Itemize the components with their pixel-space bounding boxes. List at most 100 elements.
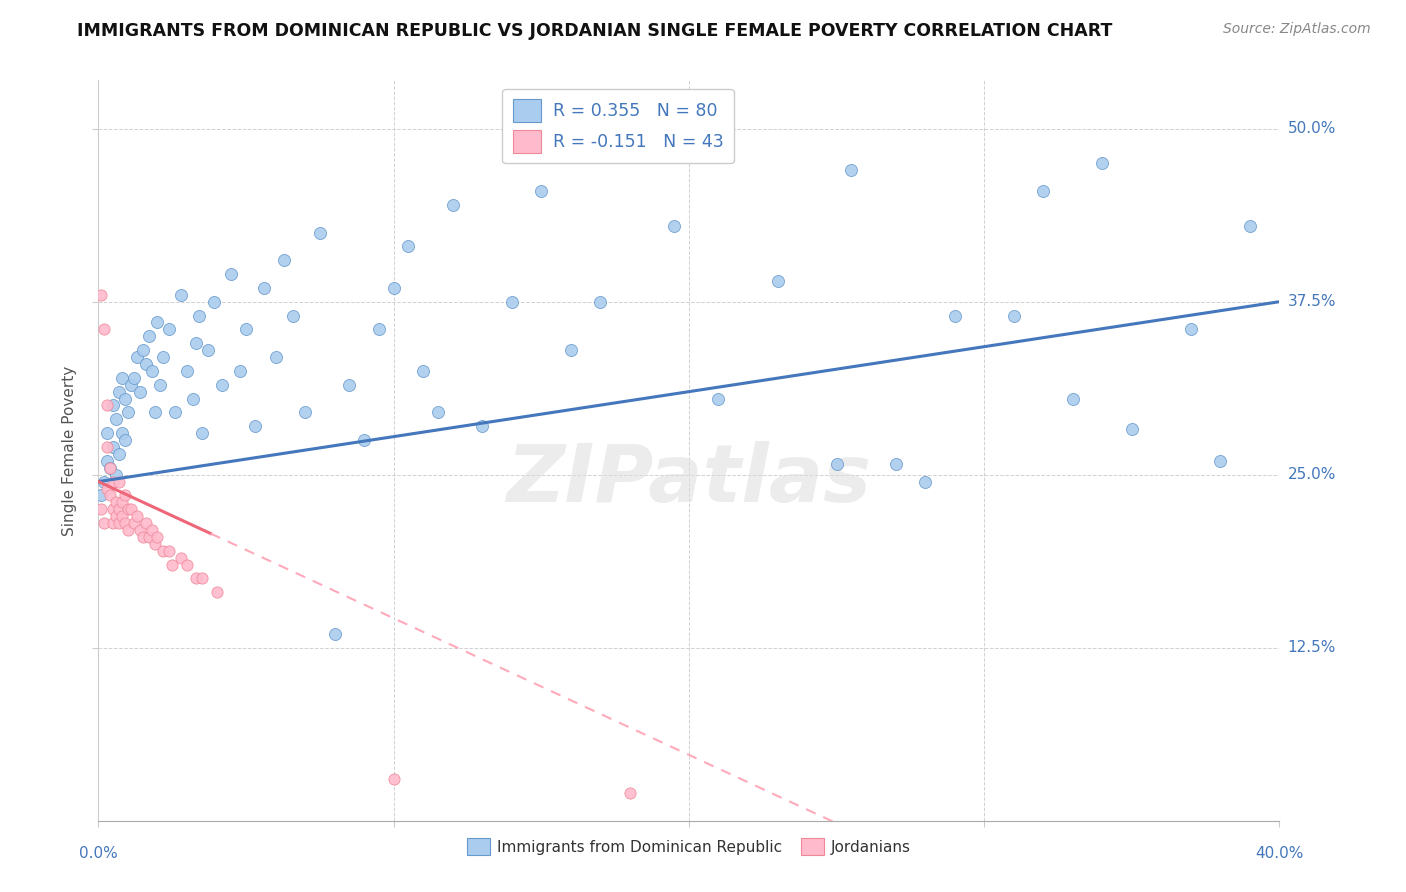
Point xyxy=(146,530,169,544)
Point xyxy=(170,550,193,565)
Point xyxy=(103,475,125,489)
Point xyxy=(1239,219,1261,233)
Point xyxy=(108,384,131,399)
Point xyxy=(339,377,361,392)
Point xyxy=(120,502,142,516)
Point xyxy=(664,219,686,233)
Point xyxy=(221,267,243,281)
Point xyxy=(138,530,160,544)
Point xyxy=(243,419,266,434)
Point xyxy=(103,516,125,530)
Text: 50.0%: 50.0% xyxy=(1288,121,1336,136)
Point xyxy=(90,287,112,301)
Point xyxy=(184,336,207,351)
Point xyxy=(382,281,405,295)
Point xyxy=(105,509,128,524)
Point xyxy=(122,371,145,385)
Point xyxy=(125,350,148,364)
Point xyxy=(157,322,180,336)
Point xyxy=(170,287,193,301)
Point xyxy=(96,399,118,413)
Point xyxy=(1180,322,1202,336)
Point xyxy=(103,502,125,516)
Point xyxy=(141,364,163,378)
Point xyxy=(103,440,125,454)
Point xyxy=(105,467,128,482)
Point xyxy=(187,309,209,323)
Point xyxy=(323,627,346,641)
Point xyxy=(1209,454,1232,468)
Point xyxy=(93,475,115,489)
Point xyxy=(191,572,214,586)
Point xyxy=(619,149,641,163)
Point xyxy=(157,543,180,558)
Point xyxy=(165,405,187,419)
Point xyxy=(117,502,139,516)
Point xyxy=(283,309,305,323)
Point xyxy=(264,350,287,364)
Text: 12.5%: 12.5% xyxy=(1288,640,1336,655)
Point xyxy=(90,502,112,516)
Point xyxy=(382,772,405,786)
Point xyxy=(1032,184,1054,198)
Point xyxy=(120,377,142,392)
Point xyxy=(114,488,136,502)
Point xyxy=(427,405,450,419)
Point xyxy=(1062,392,1084,406)
Point xyxy=(108,516,131,530)
Point xyxy=(825,457,848,471)
Point xyxy=(105,495,128,509)
Text: IMMIGRANTS FROM DOMINICAN REPUBLIC VS JORDANIAN SINGLE FEMALE POVERTY CORRELATIO: IMMIGRANTS FROM DOMINICAN REPUBLIC VS JO… xyxy=(77,22,1112,40)
Point xyxy=(143,405,166,419)
Point xyxy=(235,322,257,336)
Point xyxy=(114,433,136,447)
Point xyxy=(253,281,276,295)
Point xyxy=(108,447,131,461)
Point xyxy=(111,495,134,509)
Point xyxy=(202,294,225,309)
Point xyxy=(117,523,139,537)
Text: 40.0%: 40.0% xyxy=(1256,846,1303,861)
Point xyxy=(943,309,966,323)
Point xyxy=(176,364,198,378)
Point xyxy=(1091,156,1114,170)
Point xyxy=(135,516,157,530)
Point xyxy=(162,558,183,572)
Point xyxy=(108,502,131,516)
Point xyxy=(884,457,907,471)
Text: 0.0%: 0.0% xyxy=(79,846,118,861)
Legend: Immigrants from Dominican Republic, Jordanians: Immigrants from Dominican Republic, Jord… xyxy=(461,832,917,861)
Point xyxy=(273,253,295,268)
Point xyxy=(125,509,148,524)
Point xyxy=(766,274,789,288)
Point xyxy=(501,294,523,309)
Point xyxy=(132,343,155,358)
Point xyxy=(205,585,228,599)
Point xyxy=(211,377,233,392)
Y-axis label: Single Female Poverty: Single Female Poverty xyxy=(62,366,77,535)
Point xyxy=(103,399,125,413)
Point xyxy=(1002,309,1025,323)
Point xyxy=(589,294,612,309)
Point xyxy=(90,488,112,502)
Point xyxy=(441,198,464,212)
Point xyxy=(619,786,641,800)
Point xyxy=(152,350,174,364)
Point xyxy=(197,343,219,358)
Point xyxy=(191,426,214,441)
Point xyxy=(707,392,730,406)
Point xyxy=(146,315,169,329)
Point xyxy=(149,377,172,392)
Point xyxy=(105,412,128,426)
Point xyxy=(309,226,332,240)
Point xyxy=(143,537,166,551)
Point xyxy=(135,357,157,371)
Point xyxy=(530,184,553,198)
Point xyxy=(93,516,115,530)
Point xyxy=(841,163,863,178)
Text: 37.5%: 37.5% xyxy=(1288,294,1336,310)
Point xyxy=(138,329,160,343)
Point xyxy=(368,322,391,336)
Point xyxy=(294,405,316,419)
Point xyxy=(98,488,121,502)
